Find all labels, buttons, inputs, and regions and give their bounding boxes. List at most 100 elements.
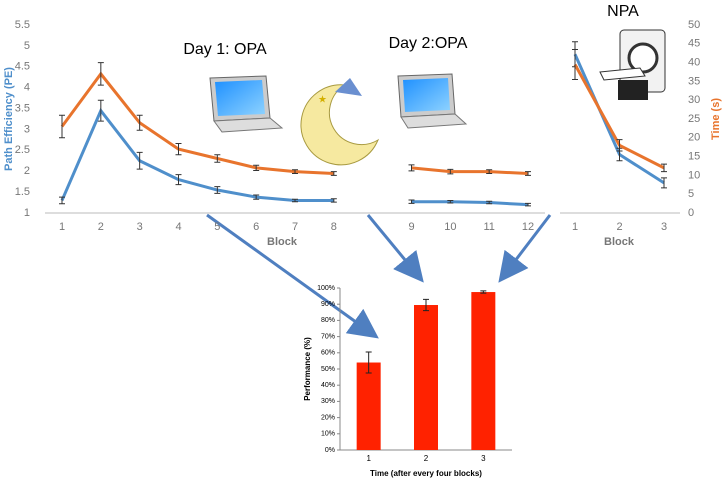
error-bar	[59, 196, 65, 205]
bar	[471, 292, 496, 450]
y2-tick-label: 35	[688, 75, 700, 87]
x-tick-label: 8	[331, 221, 337, 233]
x-tick-label: 3	[661, 221, 667, 233]
laptop-icon	[397, 73, 468, 129]
x-tick-label: 1	[59, 221, 65, 233]
laptop-icon	[209, 75, 284, 133]
x-axis-label: Block	[604, 236, 635, 248]
error-bar	[292, 169, 298, 175]
y-tick-label: 20%	[321, 414, 335, 421]
y-tick-label: 50%	[321, 366, 335, 373]
y-tick-label: 4	[24, 82, 30, 94]
x-tick-label: 2	[616, 221, 622, 233]
error-bar	[136, 114, 143, 131]
x-tick-label: 9	[408, 221, 414, 233]
y2-tick-label: 50	[688, 19, 700, 31]
y2-axis-label: Time (s)	[710, 98, 722, 140]
moon-icon: ★	[300, 78, 380, 166]
y-tick-label: 80%	[321, 317, 335, 324]
error-bar	[214, 186, 221, 194]
y-tick-label: 90%	[321, 301, 335, 308]
x-tick-label: 1	[366, 454, 371, 463]
y2-tick-label: 45	[688, 38, 700, 50]
y2-tick-label: 0	[688, 207, 694, 219]
chart-title: NPA	[607, 3, 639, 20]
line-series	[60, 107, 529, 207]
error-bar	[661, 163, 667, 173]
y-tick-label: 5	[24, 40, 30, 52]
y-tick-label: 3	[24, 123, 30, 135]
x-tick-label: 3	[137, 221, 143, 233]
error-bar	[661, 177, 667, 189]
y-tick-label: 10%	[321, 431, 335, 438]
error-bar	[330, 198, 337, 203]
y-tick-label: 1	[24, 207, 30, 219]
error-bar	[423, 298, 429, 312]
scanner-icon	[599, 29, 666, 100]
error-bar	[214, 154, 221, 163]
y-axis-label: Path Efficiency (PE)	[3, 67, 15, 171]
y-tick-label: 5.5	[15, 19, 30, 31]
y-tick-label: 100%	[317, 285, 335, 292]
y-tick-label: 4.5	[15, 61, 30, 73]
arrows	[206, 213, 552, 339]
x-tick-label: 11	[483, 221, 494, 233]
annotation: Day 2:OPA	[389, 35, 468, 52]
x-tick-label: 4	[175, 221, 181, 233]
arrow	[498, 214, 552, 283]
arrow	[206, 213, 379, 339]
y2-tick-label: 25	[688, 113, 700, 125]
y-tick-label: 3.5	[15, 102, 30, 114]
error-bar	[616, 139, 623, 152]
x-tick-label: 3	[481, 454, 486, 463]
error-bar	[525, 171, 531, 176]
error-bar	[97, 62, 104, 86]
error-bar	[330, 171, 337, 176]
y2-tick-label: 20	[688, 132, 700, 144]
error-bar	[408, 164, 415, 172]
y2-tick-label: 40	[688, 57, 700, 69]
y-tick-label: 1.5	[15, 186, 30, 198]
bar	[356, 362, 381, 450]
x-tick-label: 10	[444, 221, 456, 233]
error-bar	[408, 199, 415, 204]
error-bar	[486, 169, 493, 175]
x-tick-label: 1	[572, 221, 578, 233]
y-axis-label: Performance (%)	[303, 337, 312, 401]
annotation: Day 1: OPA	[183, 41, 267, 58]
error-bar	[253, 164, 260, 172]
x-tick-label: 5	[214, 221, 220, 233]
y2-tick-label: 5	[688, 188, 694, 200]
y-tick-label: 30%	[321, 398, 335, 405]
arrow	[366, 214, 424, 283]
y-tick-label: 0%	[325, 447, 335, 454]
y-tick-label: 40%	[321, 382, 335, 389]
star-icon: ★	[318, 95, 327, 106]
x-axis-label: Time (after every four blocks)	[370, 469, 482, 478]
error-bar	[365, 351, 372, 374]
error-bar	[59, 114, 65, 139]
y-tick-label: 70%	[321, 333, 335, 340]
error-bar	[480, 290, 487, 294]
x-tick-label: 7	[292, 221, 298, 233]
y2-tick-label: 10	[688, 169, 700, 181]
line-series	[60, 71, 529, 176]
x-tick-label: 6	[253, 221, 259, 233]
error-bar	[486, 200, 493, 205]
error-bar	[175, 174, 182, 186]
error-bar	[175, 142, 182, 156]
y2-tick-label: 30	[688, 94, 700, 106]
y-tick-label: 60%	[321, 350, 335, 357]
error-bar	[292, 198, 298, 203]
error-bar	[97, 99, 104, 122]
x-tick-label: 2	[98, 221, 104, 233]
y2-tick-label: 15	[688, 151, 700, 163]
x-axis-label: Block	[267, 236, 298, 248]
error-bar	[525, 202, 531, 207]
error-bar	[447, 168, 454, 175]
error-bar	[253, 194, 260, 200]
y-tick-label: 2.5	[15, 144, 30, 156]
x-tick-label: 12	[522, 221, 534, 233]
